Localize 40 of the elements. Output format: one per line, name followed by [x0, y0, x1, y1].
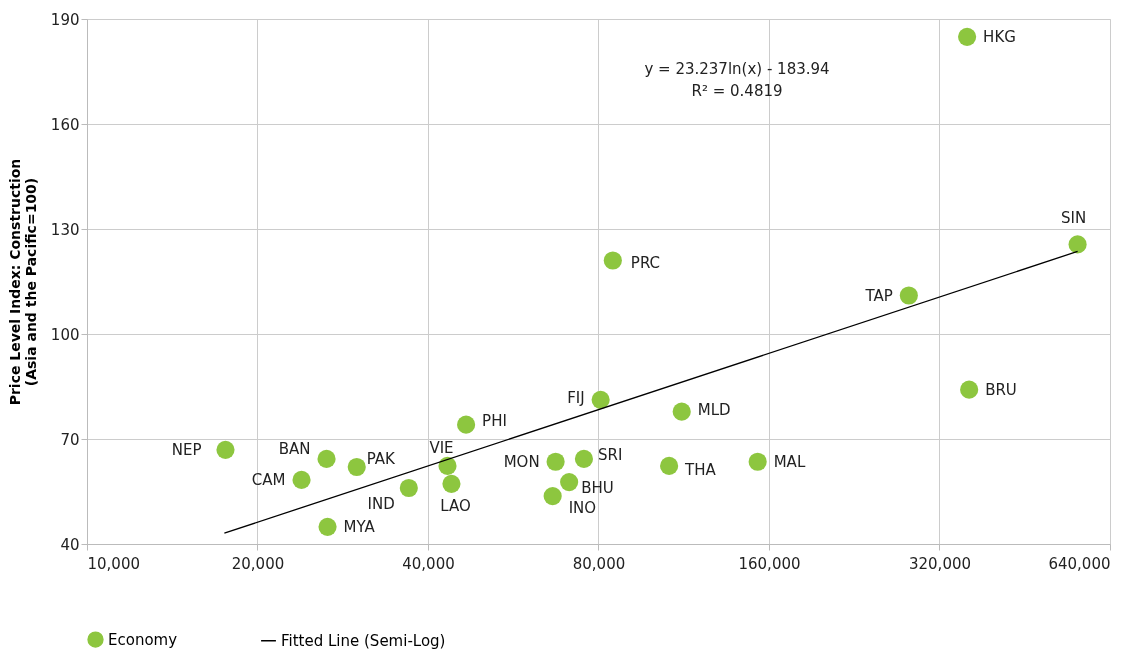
- legend-label: Economy: [108, 630, 178, 649]
- annotation: SIN: [1061, 209, 1087, 228]
- annotation: PRC: [630, 253, 661, 272]
- annotation: TAP: [864, 286, 893, 305]
- annotation: IND: [367, 495, 395, 513]
- y-tick-label: 100: [50, 325, 80, 344]
- y-tick-label: 160: [50, 115, 80, 134]
- annotation: NEP: [171, 440, 202, 459]
- annotation: THA: [684, 460, 717, 479]
- x-tick-label: 20,000: [231, 554, 285, 573]
- annotation: PAK: [366, 450, 397, 468]
- legend-label: Fitted Line (Semi-Log): [281, 631, 446, 650]
- x-tick-label: 320,000: [908, 554, 972, 573]
- annotation: FIJ: [567, 388, 585, 407]
- annotation: INO: [568, 499, 597, 518]
- y-tick-label: 130: [50, 220, 80, 239]
- annotation: y = 23.237ln(x) - 183.94: [644, 60, 830, 78]
- annotation: CAM: [251, 470, 286, 489]
- annotation: SRI: [597, 445, 623, 464]
- x-tick-label: 40,000: [402, 554, 455, 573]
- annotation: BAN: [278, 439, 311, 458]
- y-tick-label: 40: [60, 535, 80, 554]
- annotation: R² = 0.4819: [691, 82, 783, 100]
- annotation: PHI: [482, 411, 507, 430]
- y-tick-label: 70: [60, 430, 80, 449]
- x-tick-label: 10,000: [87, 554, 140, 573]
- annotation: VIE: [429, 438, 454, 457]
- annotation: MAL: [773, 452, 806, 471]
- x-tick-label: 80,000: [572, 554, 626, 573]
- annotation: MON: [503, 452, 540, 471]
- x-tick-label: 160,000: [738, 554, 801, 573]
- x-tick-label: 640,000: [1048, 554, 1111, 573]
- y-tick-label: 190: [50, 10, 80, 29]
- annotation: LAO: [440, 496, 471, 515]
- annotation: BRU: [985, 380, 1017, 399]
- annotation: BHU: [581, 479, 614, 498]
- annotation: MLD: [697, 400, 731, 419]
- y-axis-title: Price Level Index: Construction (Asia and the Pacific=100): [6, 158, 39, 406]
- annotation: MYA: [343, 517, 376, 536]
- annotation: HKG: [983, 27, 1016, 46]
